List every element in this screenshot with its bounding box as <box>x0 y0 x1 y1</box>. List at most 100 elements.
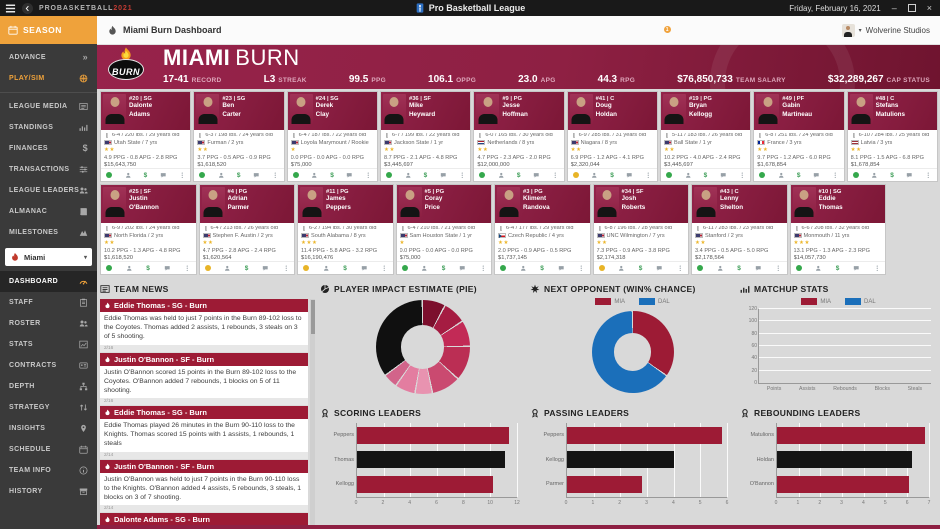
dots-v-icon[interactable] <box>832 172 839 179</box>
dots-v-icon[interactable] <box>578 265 585 272</box>
team-select-dropdown[interactable]: Miami ▾ <box>5 248 92 266</box>
chat-icon[interactable] <box>656 265 663 272</box>
player-card-hoffman[interactable]: #9 | PG Jesse Hoffman 6-0 / 165 lbs. / 30 y… <box>473 91 565 182</box>
dollar-icon[interactable]: $ <box>796 171 801 179</box>
dollar-icon[interactable]: $ <box>143 171 148 179</box>
player-card-randova[interactable]: #3 | PG Kliment Randova 6-4 / 177 lbs. / 29… <box>494 184 591 275</box>
chat-icon[interactable] <box>253 172 260 179</box>
person-icon[interactable] <box>311 172 318 179</box>
minimize-button[interactable]: – <box>891 3 897 13</box>
dots-v-icon[interactable] <box>365 172 372 179</box>
dollar-icon[interactable]: $ <box>343 264 347 272</box>
dots-v-icon[interactable] <box>645 172 652 179</box>
sidebar-season-header[interactable]: SEASON <box>0 16 97 44</box>
person-icon[interactable] <box>815 265 822 272</box>
player-card-price[interactable]: #5 | PG Coray Price 6-4 / 210 lbs. / 21 yea… <box>395 184 492 275</box>
dots-v-icon[interactable] <box>179 172 186 179</box>
sidebar-item-almanac[interactable]: ALMANAC <box>0 201 97 222</box>
player-card-o-bannon[interactable]: #25 | SF Justin O'Bannon 6-9 / 202 lbs. / 2… <box>100 184 197 275</box>
player-card-holdan[interactable]: #41 | C Doug Holdan 6-9 / 285 lbs. / 31 yea… <box>566 91 658 182</box>
sidebar-item-standings[interactable]: STANDINGS <box>0 117 97 138</box>
person-icon[interactable] <box>218 172 225 179</box>
dollar-icon[interactable]: $ <box>330 171 334 179</box>
dots-v-icon[interactable] <box>552 172 559 179</box>
player-card-parmer[interactable]: #4 | PG Adrian Parmer 6-4 / 213 lbs. / 26 y… <box>198 184 295 275</box>
player-card-roberts[interactable]: #34 | SF Josh Roberts 6-8 / 196 lbs. / 28 y… <box>592 184 689 275</box>
chat-icon[interactable] <box>813 172 820 179</box>
chat-icon[interactable] <box>720 172 727 179</box>
dollar-icon[interactable]: $ <box>146 264 150 272</box>
person-icon[interactable] <box>125 172 132 179</box>
dollar-icon[interactable]: $ <box>423 171 428 179</box>
person-icon[interactable] <box>126 265 133 272</box>
dots-v-icon[interactable] <box>874 265 881 272</box>
person-icon[interactable] <box>520 265 527 272</box>
dots-v-icon[interactable] <box>775 265 782 272</box>
news-headline[interactable]: Justin O'Bannon - SF - Burn <box>100 352 308 366</box>
dollar-icon[interactable]: $ <box>441 264 446 272</box>
person-icon[interactable] <box>778 172 785 179</box>
player-card-carter[interactable]: #23 | SG Ben Carter 6-3 / 198 lbs. / 24 yea… <box>193 91 285 182</box>
sidebar-item-milestones[interactable]: MILESTONES <box>0 222 97 243</box>
player-card-clay[interactable]: #24 | SG Derek Clay 6-4 / 187 lbs. / 22 yea… <box>286 91 378 182</box>
chat-icon[interactable] <box>160 172 167 179</box>
dollar-icon[interactable]: $ <box>890 171 894 179</box>
chat-icon[interactable] <box>533 172 540 179</box>
sidebar-item-advance[interactable]: ADVANCE » <box>0 47 97 68</box>
close-button[interactable]: × <box>926 3 932 13</box>
dots-v-icon[interactable] <box>272 172 279 179</box>
dots-v-icon[interactable] <box>459 172 466 179</box>
dollar-icon[interactable]: $ <box>244 264 249 272</box>
chat-icon[interactable] <box>440 172 447 179</box>
person-icon[interactable] <box>224 265 231 272</box>
scrollbar-thumb[interactable] <box>310 300 315 334</box>
sidebar-item-schedule[interactable]: SCHEDULE <box>0 439 97 460</box>
sidebar-item-transactions[interactable]: TRANSACTIONS <box>0 159 97 180</box>
player-card-matulions[interactable]: #48 | C Stefans Matulions 6-10 / 284 lbs. /… <box>846 91 938 182</box>
dots-v-icon[interactable] <box>381 265 388 272</box>
dots-v-icon[interactable] <box>677 265 684 272</box>
dots-v-icon[interactable] <box>283 265 290 272</box>
news-scrollbar[interactable] <box>310 299 315 525</box>
chat-icon[interactable] <box>361 265 368 272</box>
sidebar-item-roster[interactable]: ROSTER <box>0 313 97 334</box>
chat-icon[interactable] <box>346 172 353 179</box>
sidebar-item-contracts[interactable]: CONTRACTS <box>0 355 97 376</box>
person-icon[interactable] <box>498 172 505 179</box>
back-button[interactable] <box>22 2 33 14</box>
person-icon[interactable] <box>591 172 598 179</box>
dollar-icon[interactable]: $ <box>835 264 840 272</box>
sidebar-item-staff[interactable]: STAFF <box>0 292 97 313</box>
person-icon[interactable] <box>421 265 428 272</box>
news-headline[interactable]: Dalonte Adams - SG - Burn <box>100 513 308 525</box>
player-card-shelton[interactable]: #43 | C Lenny Shelton 6-11 / 283 lbs. / 23 … <box>691 184 788 275</box>
person-icon[interactable] <box>717 265 724 272</box>
sidebar-item-dashboard[interactable]: DASHBOARD <box>0 271 97 292</box>
player-card-martineau[interactable]: #49 | PF Gabin Martineau 6-8 / 251 lbs. / 2… <box>753 91 845 182</box>
dots-v-icon[interactable] <box>480 265 487 272</box>
chat-icon[interactable] <box>459 265 466 272</box>
sidebar-item-league-leaders[interactable]: LEAGUE LEADERS <box>0 180 97 201</box>
person-icon[interactable] <box>405 172 412 179</box>
news-headline[interactable]: Eddie Thomas - SG - Burn <box>100 406 308 420</box>
sidebar-item-play-sim[interactable]: PLAY/SIM <box>0 68 97 89</box>
dollar-icon[interactable]: $ <box>737 264 741 272</box>
dollar-icon[interactable]: $ <box>638 264 643 272</box>
person-icon[interactable] <box>685 172 692 179</box>
player-card-peppers[interactable]: #11 | PG James Peppers 6-2 / 194 lbs. / 30 … <box>297 184 394 275</box>
dots-v-icon[interactable] <box>739 172 746 179</box>
dots-v-icon[interactable] <box>184 265 191 272</box>
user-menu[interactable]: ▾ Wolverine Studios <box>841 23 930 37</box>
dollar-icon[interactable]: $ <box>540 264 544 272</box>
player-card-thomas[interactable]: #10 | SG Eddie Thomas 6-6 / 208 lbs. / 32 y… <box>789 184 886 275</box>
sidebar-item-finances[interactable]: FINANCES $ <box>0 138 97 159</box>
news-headline[interactable]: Eddie Thomas - SG - Burn <box>100 299 308 312</box>
dollar-icon[interactable]: $ <box>610 171 614 179</box>
maximize-button[interactable] <box>907 4 916 12</box>
menu-icon[interactable] <box>5 3 16 14</box>
sidebar-item-history[interactable]: HISTORY <box>0 481 97 502</box>
person-icon[interactable] <box>618 265 625 272</box>
dollar-icon[interactable]: $ <box>703 171 708 179</box>
sidebar-item-insights[interactable]: INSIGHTS <box>0 418 97 439</box>
dollar-icon[interactable]: $ <box>516 171 521 179</box>
